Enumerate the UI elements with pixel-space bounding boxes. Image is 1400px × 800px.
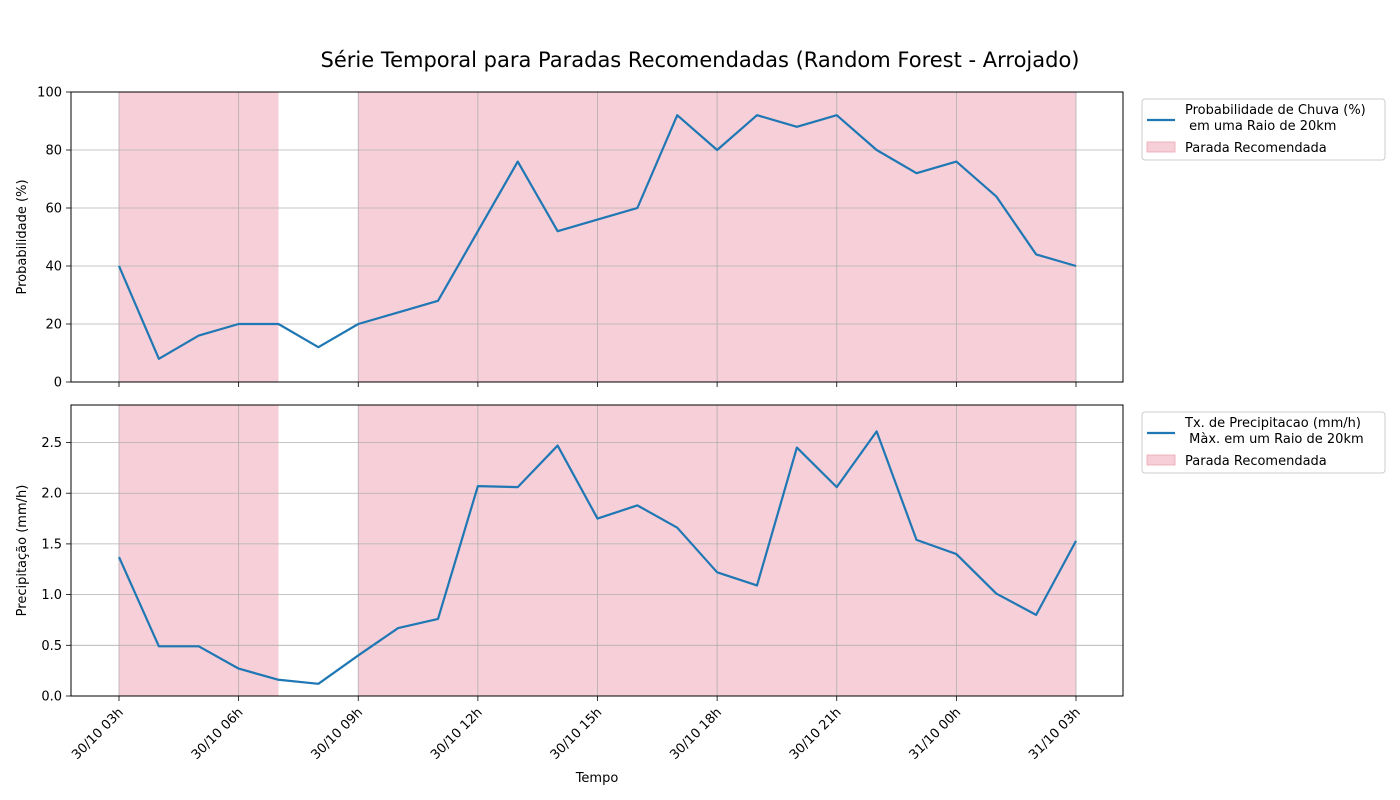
- x-axis-label: Tempo: [575, 771, 619, 786]
- y-tick-label: 0.0: [41, 690, 62, 705]
- y-tick-label: 1.5: [41, 537, 62, 552]
- chart-panel-probabilidade: 0 20 40 60 80 100 Probabilidade (%) Probabilida…: [15, 86, 1386, 391]
- y-tick-label: 100: [37, 86, 62, 101]
- shaded-region-1: [119, 405, 279, 696]
- y-tick-label: 80: [45, 144, 62, 159]
- y-axis-label: Precipitação (mm/h): [15, 485, 30, 617]
- x-tick-label: 31/10 03h: [1026, 705, 1084, 763]
- x-tick-label: 30/10 18h: [667, 705, 725, 763]
- x-tick-label: 30/10 03h: [69, 705, 127, 763]
- y-tick-label: 0: [54, 376, 62, 391]
- legend-probabilidade: Probabilidade de Chuva (%) em uma Raio d…: [1141, 98, 1386, 161]
- legend-precipitacao: Tx. de Precipitacao (mm/h) Màx. em um Ra…: [1141, 411, 1386, 474]
- x-tick-label: 31/10 00h: [907, 705, 965, 763]
- chart-title: Série Temporal para Paradas Recomendadas…: [321, 48, 1080, 72]
- y-tick-label: 2.5: [41, 436, 62, 451]
- x-tick-label: 30/10 15h: [548, 705, 606, 763]
- legend-entry-series: Tx. de Precipitacao (mm/h) Màx. em um Ra…: [1184, 416, 1364, 447]
- legend-shade-swatch: [1146, 141, 1176, 153]
- legend-entry-series: Probabilidade de Chuva (%) em uma Raio d…: [1185, 103, 1366, 134]
- legend-entry-shade: Parada Recomendada: [1185, 454, 1327, 469]
- series-line-precipitacao: [117, 430, 1077, 685]
- legend-shade-swatch: [1146, 454, 1176, 466]
- legend-box: [1141, 411, 1386, 474]
- axes-frame: [70, 404, 1124, 697]
- x-tick-label: 30/10 09h: [309, 705, 367, 763]
- x-tick-label: 30/10 12h: [428, 705, 486, 763]
- x-tick-label: 30/10 21h: [787, 705, 845, 763]
- shaded-region-1: [119, 92, 279, 382]
- series-line-probabilidade: [117, 114, 1077, 360]
- y-axis-label: Probabilidade (%): [15, 179, 30, 294]
- chart-panel-precipitacao: 0.0 0.5 1.0 1.5 2.0 2.5 Precipitação (mm/h) 30/…: [15, 404, 1386, 763]
- axes-frame: [70, 91, 1124, 383]
- y-tick-label: 2.0: [41, 487, 62, 502]
- legend-box: [1141, 98, 1386, 161]
- legend-entry-shade: Parada Recomendada: [1185, 141, 1327, 156]
- y-tick-label: 40: [45, 260, 62, 275]
- y-tick-label: 20: [45, 318, 62, 333]
- y-tick-label: 1.0: [41, 588, 62, 603]
- x-tick-label: 30/10 06h: [189, 705, 247, 763]
- y-tick-label: 60: [45, 202, 62, 217]
- y-tick-label: 0.5: [41, 639, 62, 654]
